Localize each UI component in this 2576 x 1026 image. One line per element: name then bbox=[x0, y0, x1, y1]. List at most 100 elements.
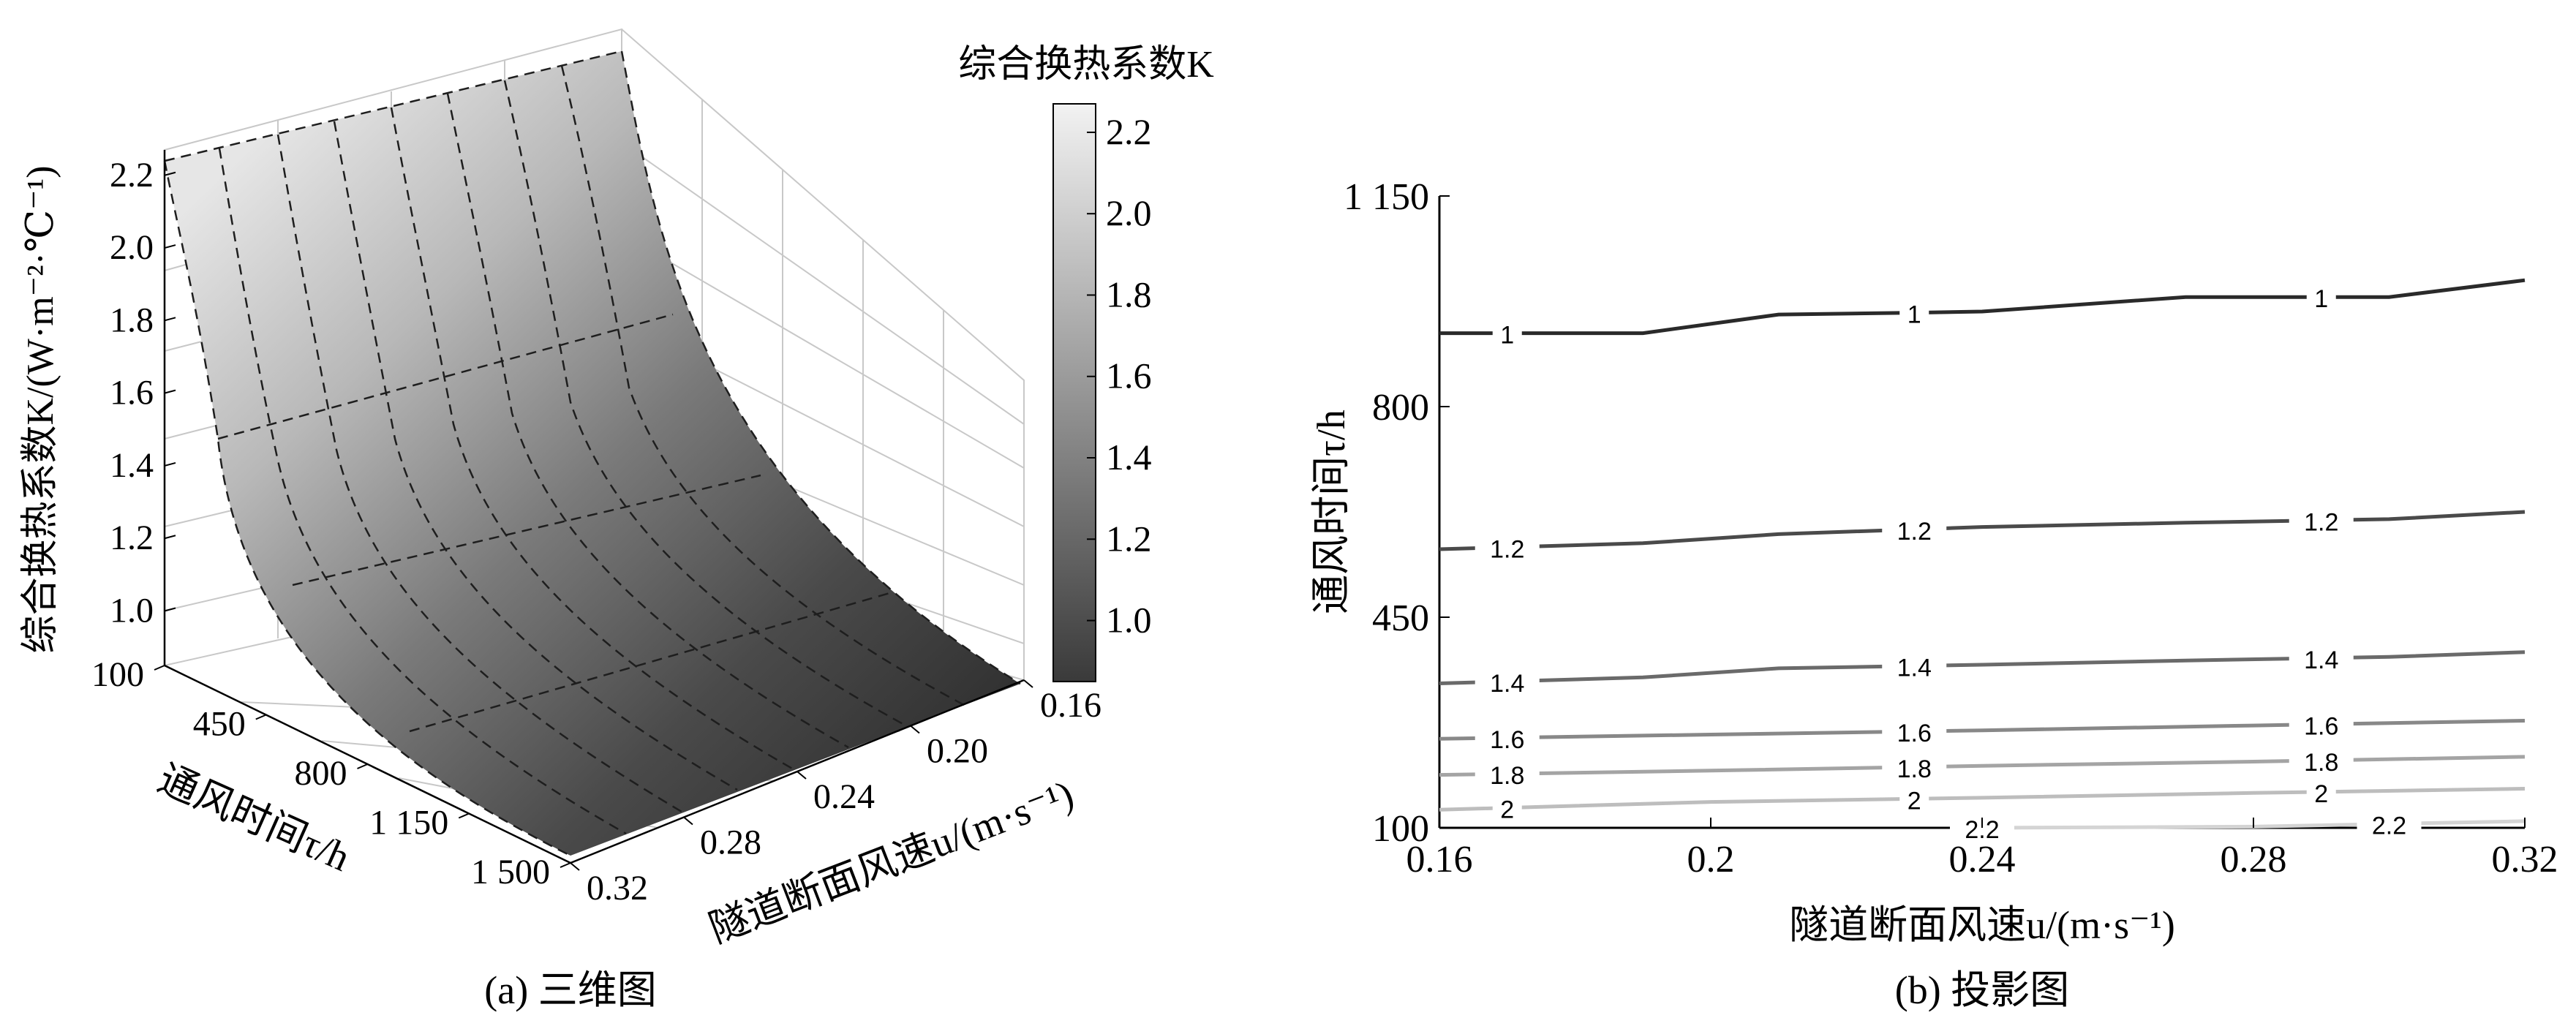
contour-label: 1.8 bbox=[2304, 749, 2338, 777]
x-tick-label-3d: 1 150 bbox=[369, 804, 448, 842]
x-tick-label-b: 0.24 bbox=[1949, 839, 2016, 880]
y-tick-mark-3d bbox=[1023, 679, 1033, 688]
colorbar-tick-label: 1.0 bbox=[1106, 600, 1152, 641]
x-ticks-3d: 100 450 800 1 150 1 500 bbox=[91, 655, 571, 891]
x-tick-mark-3d bbox=[357, 763, 368, 769]
contour-label-bg bbox=[1882, 516, 1947, 543]
z-ticks: 1.0 1.2 1.4 1.6 1.8 2.0 2.2 bbox=[110, 156, 176, 630]
z-axis-label: 综合换热系数K/(W·m⁻²·℃⁻¹) bbox=[20, 165, 61, 653]
y-tick-label-b: 1 150 bbox=[1344, 176, 1429, 218]
contour-label: 1 bbox=[1907, 301, 1921, 329]
contour-label-bg bbox=[1882, 753, 1947, 780]
z-tick-mark bbox=[164, 171, 176, 176]
colorbar-tick-label: 2.0 bbox=[1106, 192, 1152, 233]
contour-label-bg bbox=[1475, 668, 1540, 695]
x-tick-mark-3d bbox=[560, 862, 571, 868]
y-ticks-b: 100 450 800 1 150 bbox=[1344, 176, 1450, 850]
contour-label-bg bbox=[2306, 778, 2336, 805]
z-tick-mark bbox=[164, 244, 176, 249]
contour-label: 2 bbox=[2314, 780, 2328, 808]
y-tick-mark-3d bbox=[683, 816, 693, 826]
contour-label-bg bbox=[1492, 794, 1522, 821]
z-tick-mark bbox=[164, 389, 176, 394]
contour-label: 1.4 bbox=[1490, 670, 1524, 698]
contour-label-bg bbox=[1882, 652, 1947, 679]
y-tick-label-3d: 0.32 bbox=[587, 869, 648, 908]
contour-line bbox=[1439, 719, 2526, 741]
x-tick-label-b: 0.28 bbox=[2221, 839, 2287, 880]
contour-label-bg bbox=[2289, 644, 2354, 671]
contour-label-bg bbox=[1475, 724, 1540, 751]
contour-label-bg bbox=[2289, 507, 2354, 534]
x-tick-label-3d: 1 500 bbox=[471, 853, 550, 891]
z-tick-mark bbox=[164, 607, 176, 612]
y-tick-mark-3d bbox=[796, 771, 807, 780]
y-tick-label-3d: 0.16 bbox=[1040, 686, 1101, 725]
y-tick-mark-3d bbox=[570, 862, 580, 871]
contour-label-bg bbox=[1899, 785, 1929, 812]
x-tick-mark-3d bbox=[154, 665, 165, 671]
z-tick-mark bbox=[164, 535, 176, 540]
y-tick-label-b: 450 bbox=[1372, 597, 1429, 639]
z-tick-mark bbox=[164, 461, 176, 467]
surface-k bbox=[163, 50, 1021, 857]
y-tick-label-b: 100 bbox=[1372, 808, 1429, 850]
y-tick-mark-3d bbox=[910, 725, 920, 734]
x-tick-label-b: 0.2 bbox=[1687, 839, 1735, 880]
y-tick-label-3d: 0.24 bbox=[813, 777, 875, 816]
contour-label-bg bbox=[2289, 747, 2354, 774]
surface-mesh bbox=[163, 50, 1021, 857]
contour-label-bg bbox=[2357, 810, 2422, 837]
x-tick-label-3d: 800 bbox=[295, 754, 347, 793]
z-tick-label: 1.2 bbox=[110, 518, 154, 557]
contour-label: 2 bbox=[1500, 796, 1514, 824]
contour-label: 1.2 bbox=[2304, 509, 2338, 537]
contour-label: 1.2 bbox=[1897, 518, 1932, 546]
contour-label: 1.4 bbox=[1897, 655, 1932, 682]
y-tick-label-3d: 0.20 bbox=[927, 732, 988, 771]
colorbar-tick-label: 2.2 bbox=[1106, 111, 1152, 152]
contour-label: 2 bbox=[1907, 787, 1921, 815]
z-tick-label: 1.6 bbox=[110, 374, 154, 412]
panel-b: 1 1 1 1.2 1.2 1.2 1.4 1.4 1.4 1.6 1.6 1.6 1.8 1.8 1.8 2… bbox=[1309, 176, 2558, 1012]
contour-label: 1 bbox=[2314, 285, 2328, 313]
x-tick-label-3d: 450 bbox=[193, 705, 246, 744]
colorbar-bar bbox=[1052, 103, 1096, 682]
y-tick-label-3d: 0.28 bbox=[700, 823, 761, 862]
contour-label-bg bbox=[1492, 320, 1522, 347]
contour-label: 1.6 bbox=[1897, 720, 1932, 747]
contour-label: 1 bbox=[1500, 322, 1514, 350]
colorbar-tick-label: 1.2 bbox=[1106, 518, 1152, 559]
x-tick-label-b: 0.16 bbox=[1406, 839, 1473, 880]
z-tick-mark bbox=[164, 317, 176, 322]
contour-label-bg bbox=[2289, 711, 2354, 738]
z-tick-label: 1.8 bbox=[110, 301, 154, 339]
colorbar-tick-label: 1.6 bbox=[1106, 355, 1152, 396]
panel-a: 1.0 1.2 1.4 1.6 1.8 2.0 2.2 100 450 800 1 150 1 50… bbox=[20, 28, 1214, 1012]
contour-label: 1.6 bbox=[1490, 726, 1524, 754]
surface-fill bbox=[165, 51, 1020, 856]
contour-line bbox=[1439, 510, 2526, 551]
contour-line bbox=[1439, 650, 2526, 685]
x-ticks-b: 0.16 0.2 0.24 0.28 0.32 bbox=[1406, 818, 2558, 880]
contour-label-bg bbox=[1475, 761, 1540, 788]
x-tick-label-b: 0.32 bbox=[2492, 839, 2558, 880]
contour-label-bg bbox=[2306, 284, 2336, 311]
contour-labels: 1 1 1 1.2 1.2 1.2 1.4 1.4 1.4 1.6 1.6 1.6 1.8 1.8 1.8 2… bbox=[1475, 284, 2422, 844]
y-tick-label-b: 800 bbox=[1372, 387, 1429, 429]
colorbar-tick-label: 1.8 bbox=[1106, 274, 1152, 314]
x-tick-mark-3d bbox=[458, 812, 470, 819]
caption-b: (b) 投影图 bbox=[1895, 968, 2069, 1012]
contour-label: 1.4 bbox=[2304, 646, 2338, 674]
z-tick-label: 1.0 bbox=[110, 592, 154, 630]
colorbar-ticks: 1.0 1.2 1.4 1.6 1.8 2.0 2.2 bbox=[1087, 111, 1152, 641]
colorbar-title: 综合换热系数K bbox=[958, 44, 1214, 86]
z-tick-label: 2.0 bbox=[110, 228, 154, 267]
contour-lines bbox=[1439, 278, 2526, 830]
contour-line bbox=[1439, 278, 2526, 336]
contour-label: 1.6 bbox=[2304, 712, 2338, 740]
contour-line bbox=[1439, 787, 2526, 812]
contour-label: 1.8 bbox=[1897, 755, 1932, 783]
contour-label-bg bbox=[1475, 534, 1540, 561]
